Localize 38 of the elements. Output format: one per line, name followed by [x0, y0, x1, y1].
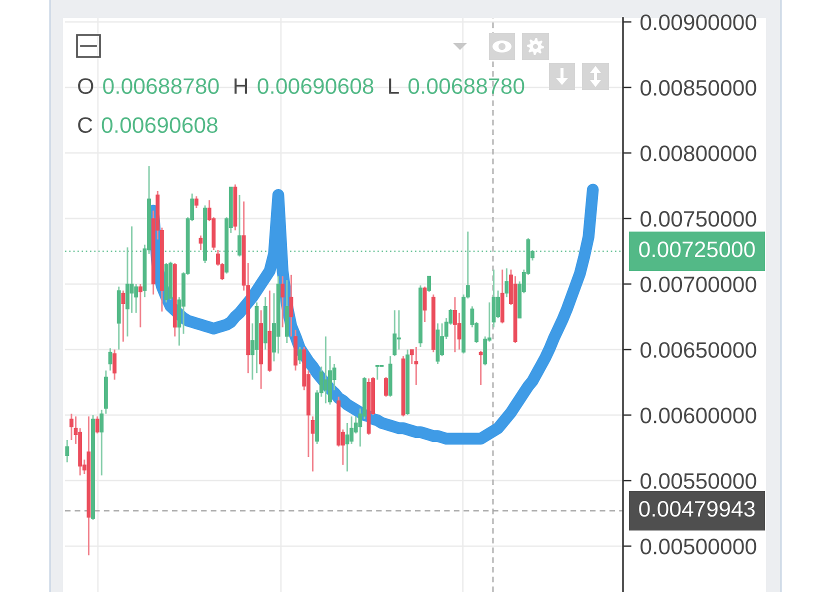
annotation: O 0.00688780	[78, 78, 219, 94]
y-tick-label: 0.00500000	[640, 538, 756, 554]
candlestick	[384, 376, 388, 398]
candlestick	[324, 336, 328, 404]
y-tick-label: 0.00750000	[640, 211, 756, 227]
candlestick	[457, 312, 462, 350]
candlestick	[310, 416, 315, 472]
candlestick	[427, 275, 432, 293]
candlestick	[65, 439, 70, 464]
candlestick	[121, 290, 126, 342]
y-tick-label: 0.00650000	[640, 342, 756, 358]
y-tick-label: 0.00800000	[640, 146, 756, 162]
candlestick	[112, 348, 117, 380]
ref-line-label: 0.00725000	[639, 242, 755, 258]
candlestick	[95, 416, 100, 434]
y-tick-label: 0.00600000	[640, 408, 756, 424]
y-tick-label: 0.00700000	[640, 276, 756, 292]
candlestick	[198, 234, 203, 251]
y-tick-label: 0.00900000	[640, 14, 756, 30]
candlestick	[70, 413, 74, 441]
candlestick	[422, 286, 427, 323]
candlestick	[298, 346, 302, 365]
y-tick-label: 0.00550000	[640, 473, 756, 489]
candlestick	[392, 309, 397, 357]
candlestick	[414, 346, 418, 386]
candlestick	[108, 347, 112, 372]
annotation: L 0.00688780	[389, 78, 524, 94]
y-tick-label: 0.00850000	[640, 80, 756, 96]
text: 0.00479943	[639, 500, 755, 517]
candlestick	[138, 283, 142, 328]
annotation: C 0.00690608	[78, 117, 218, 133]
candlestick	[504, 268, 509, 298]
candlestick	[478, 350, 483, 386]
candlestick	[345, 422, 350, 472]
annotation: H 0.00690608	[234, 78, 374, 94]
candlestick	[280, 275, 285, 328]
candlestick	[375, 364, 380, 380]
candlestick	[194, 195, 198, 209]
